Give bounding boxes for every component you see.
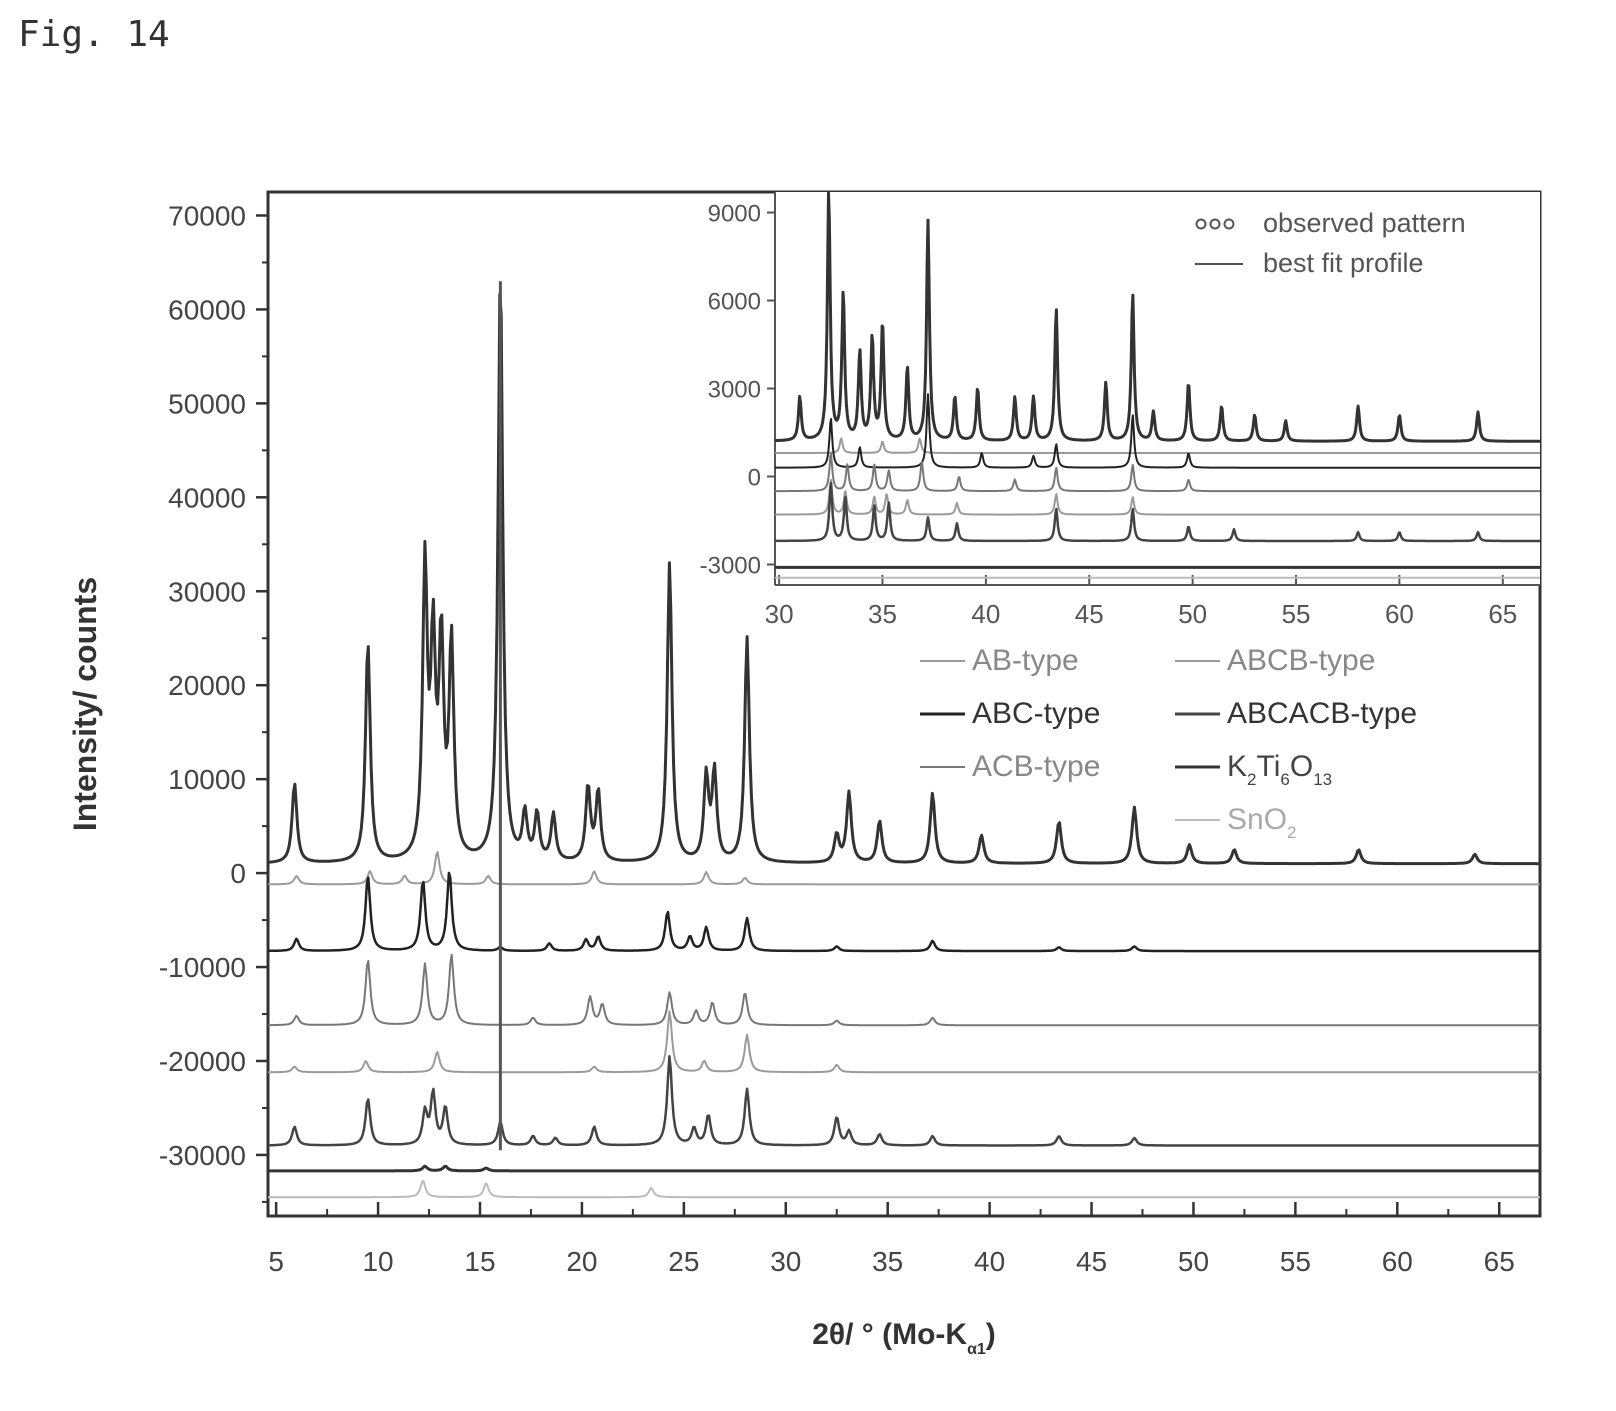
x-tick-label: 25 bbox=[668, 1246, 699, 1277]
legend-label: ABCACB-type bbox=[1227, 697, 1417, 730]
inset-y-tick-label: 3000 bbox=[708, 377, 761, 404]
x-tick-label: 65 bbox=[1484, 1246, 1515, 1277]
legend-label: AB-type bbox=[972, 644, 1079, 677]
main-series-line bbox=[268, 851, 1540, 886]
y-tick-label: 50000 bbox=[168, 388, 246, 419]
x-tick-label: 60 bbox=[1382, 1246, 1413, 1277]
y-tick-label: 10000 bbox=[168, 764, 246, 795]
x-tick-label: 5 bbox=[268, 1246, 284, 1277]
x-tick-label: 20 bbox=[566, 1246, 597, 1277]
main-series-line bbox=[268, 1010, 1540, 1074]
inset-legend-marker bbox=[1195, 218, 1207, 230]
y-tick-label: 30000 bbox=[168, 576, 246, 607]
inset-x-tick-label: 35 bbox=[868, 599, 897, 629]
inset-background bbox=[775, 192, 1540, 585]
inset-series-line bbox=[774, 437, 1541, 454]
inset-x-tick-label: 30 bbox=[765, 599, 794, 629]
x-tick-label: 40 bbox=[974, 1246, 1005, 1277]
x-tick-label: 10 bbox=[362, 1246, 393, 1277]
inset-y-tick-label: 0 bbox=[748, 464, 761, 491]
inset-x-tick-label: 60 bbox=[1385, 599, 1414, 629]
legend-label: K2Ti6O13 bbox=[1227, 750, 1332, 789]
y-tick-label: -30000 bbox=[159, 1140, 246, 1171]
y-tick-label: -10000 bbox=[159, 952, 246, 983]
x-axis-label: 2θ/ ° (Mo-Kα1) bbox=[812, 1318, 996, 1358]
inset-y-tick-label: 6000 bbox=[708, 289, 761, 316]
x-tick-label: 30 bbox=[770, 1246, 801, 1277]
y-tick-label: 20000 bbox=[168, 670, 246, 701]
x-tick-label: 55 bbox=[1280, 1246, 1311, 1277]
inset-x-tick-label: 45 bbox=[1075, 599, 1104, 629]
x-tick-label: 15 bbox=[464, 1246, 495, 1277]
main-series-line bbox=[268, 1179, 1540, 1199]
inset-series-line bbox=[774, 393, 1541, 469]
main-series-line bbox=[268, 953, 1540, 1027]
legend-label: SnO2 bbox=[1227, 803, 1297, 842]
x-tick-label: 35 bbox=[872, 1246, 903, 1277]
legend-label: ABCB-type bbox=[1227, 644, 1375, 677]
x-tick-label: 45 bbox=[1076, 1246, 1107, 1277]
main-series-line bbox=[267, 292, 1541, 866]
x-tick-label: 50 bbox=[1178, 1246, 1209, 1277]
inset-series-line bbox=[774, 191, 1541, 443]
legend-label: ABC-type bbox=[972, 697, 1100, 730]
inset-legend-label: best fit profile bbox=[1263, 248, 1424, 278]
inset-x-tick-label: 65 bbox=[1488, 599, 1517, 629]
y-axis-label: Intensity/ counts bbox=[67, 577, 103, 831]
main-series-line bbox=[267, 1164, 1541, 1173]
inset-series-line bbox=[774, 479, 1541, 516]
main-series-line bbox=[268, 1054, 1540, 1147]
y-tick-label: 70000 bbox=[168, 200, 246, 231]
inset-legend-marker bbox=[1223, 218, 1235, 230]
y-tick-label: -20000 bbox=[159, 1046, 246, 1077]
y-tick-label: 40000 bbox=[168, 482, 246, 513]
inset-x-tick-label: 50 bbox=[1178, 599, 1207, 629]
y-tick-label: 60000 bbox=[168, 294, 246, 325]
inset-series-line bbox=[774, 452, 1541, 493]
inset-x-tick-label: 55 bbox=[1282, 599, 1311, 629]
legend-label: ACB-type bbox=[972, 750, 1100, 783]
inset-y-tick-label: 9000 bbox=[708, 201, 761, 228]
main-series-line bbox=[268, 871, 1540, 953]
y-tick-label: 0 bbox=[230, 858, 246, 889]
inset-series-line bbox=[774, 481, 1541, 543]
inset-legend-label: observed pattern bbox=[1263, 208, 1466, 238]
figure-label: Fig. 14 bbox=[18, 14, 170, 55]
inset-x-tick-label: 40 bbox=[971, 599, 1000, 629]
inset-legend-marker bbox=[1209, 218, 1221, 230]
inset-y-tick-label: -3000 bbox=[700, 552, 761, 579]
